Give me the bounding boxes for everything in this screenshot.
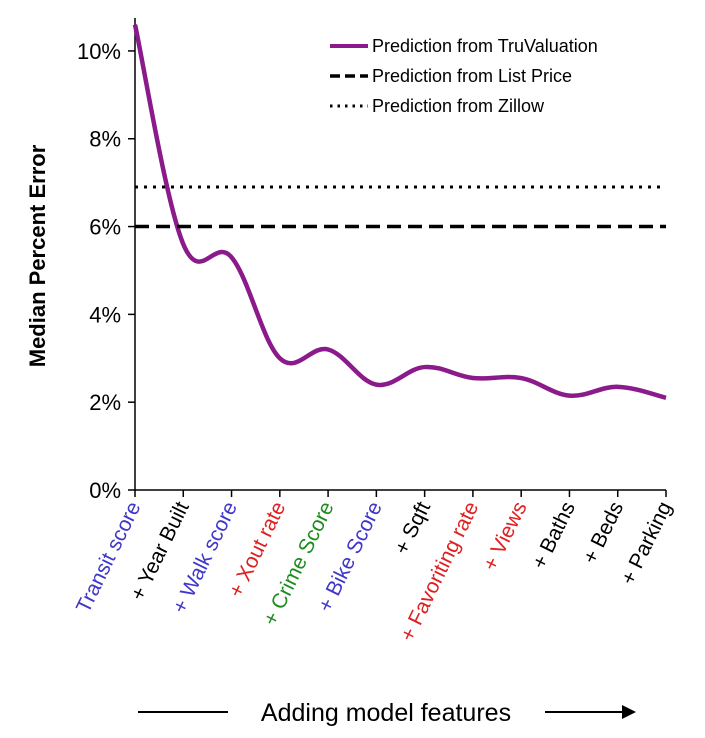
x-label-arrow-head xyxy=(622,705,636,719)
y-tick-label: 4% xyxy=(89,302,121,327)
axes xyxy=(134,18,666,491)
legend-label: Prediction from TruValuation xyxy=(372,36,598,56)
y-tick-label: 2% xyxy=(89,390,121,415)
x-axis-label: Adding model features xyxy=(261,699,511,727)
legend: Prediction from TruValuation Prediction f… xyxy=(330,36,598,116)
y-axis-label: Median Percent Error xyxy=(25,144,50,367)
x-tick-label: + Views xyxy=(479,498,532,574)
x-tick-label: + Baths xyxy=(528,498,580,573)
x-tick-label: + Sqft xyxy=(390,498,435,558)
series-layer xyxy=(132,24,667,400)
y-tick-label: 6% xyxy=(89,215,121,240)
y-tick-label: 0% xyxy=(89,478,121,503)
x-ticks: Transit score+ Year Built+ Walk score+ X… xyxy=(72,490,676,645)
y-tick-label: 10% xyxy=(77,39,121,64)
y-tick-label: 8% xyxy=(89,127,121,152)
x-axis-label-group: Adding model features xyxy=(138,699,636,727)
legend-label: Prediction from Zillow xyxy=(372,96,545,116)
series-truvaluation-line xyxy=(132,24,667,400)
x-tick-label: + Beds xyxy=(579,498,629,567)
legend-label: Prediction from List Price xyxy=(372,66,572,86)
y-ticks: 0% 2% 4% 6% 8% 10% xyxy=(77,39,135,503)
